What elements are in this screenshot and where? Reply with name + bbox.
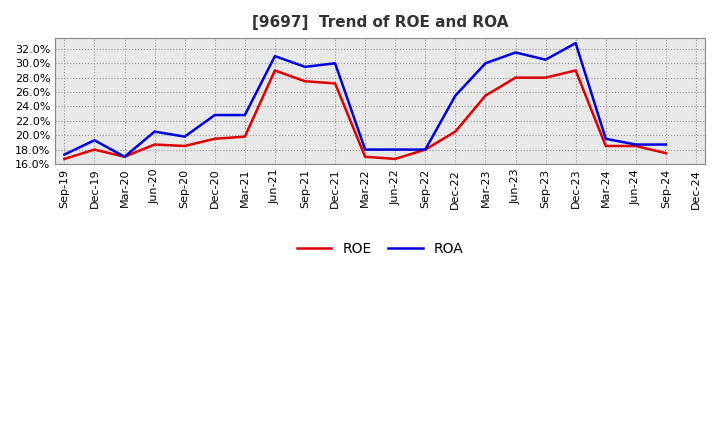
ROE	[60, 156, 68, 161]
ROE	[210, 136, 219, 141]
ROA	[631, 142, 640, 147]
ROE	[541, 75, 550, 81]
ROA	[120, 154, 129, 159]
ROE	[240, 134, 249, 139]
Line: ROA: ROA	[64, 43, 666, 157]
ROE	[572, 68, 580, 73]
ROA	[90, 138, 99, 143]
ROE	[150, 142, 159, 147]
ROA	[481, 61, 490, 66]
ROA	[330, 61, 339, 66]
ROA	[301, 64, 310, 70]
ROA	[662, 142, 670, 147]
ROA	[572, 40, 580, 46]
ROA	[210, 113, 219, 118]
ROA	[391, 147, 400, 152]
ROE	[601, 143, 610, 149]
ROE	[481, 93, 490, 98]
ROE	[330, 81, 339, 86]
ROE	[631, 143, 640, 149]
ROE	[662, 150, 670, 156]
ROA	[271, 53, 279, 59]
ROE	[511, 75, 520, 81]
ROE	[451, 129, 459, 134]
ROA	[601, 136, 610, 141]
ROA	[451, 93, 459, 98]
ROA	[361, 147, 369, 152]
ROA	[60, 152, 68, 157]
ROE	[391, 156, 400, 161]
ROA	[421, 147, 430, 152]
ROE	[361, 154, 369, 159]
ROE	[181, 143, 189, 149]
ROA	[511, 50, 520, 55]
ROA	[150, 129, 159, 134]
ROA	[541, 57, 550, 62]
ROE	[90, 147, 99, 152]
Line: ROE: ROE	[64, 70, 666, 159]
Legend: ROE, ROA: ROE, ROA	[291, 236, 469, 261]
ROA	[240, 113, 249, 118]
ROE	[120, 154, 129, 159]
Title: [9697]  Trend of ROE and ROA: [9697] Trend of ROE and ROA	[252, 15, 508, 30]
ROE	[421, 147, 430, 152]
ROE	[271, 68, 279, 73]
ROA	[181, 134, 189, 139]
ROE	[301, 79, 310, 84]
